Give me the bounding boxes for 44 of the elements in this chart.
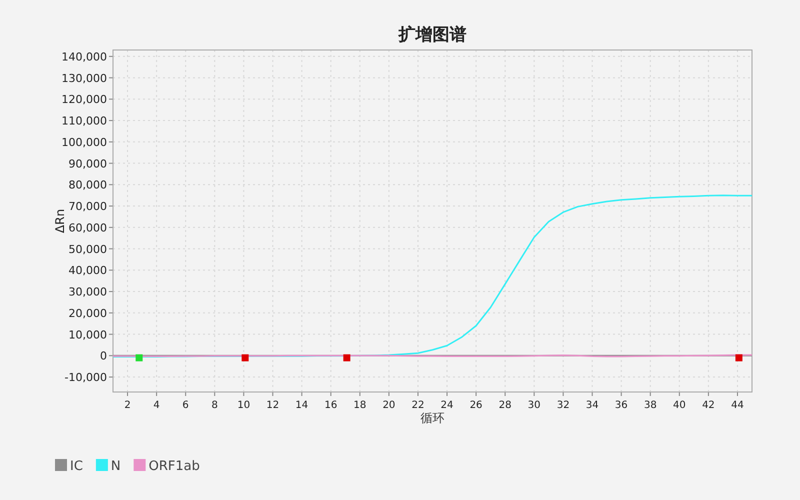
x-tick-label: 34 xyxy=(586,400,599,411)
y-tick-label: 80,000 xyxy=(68,178,107,192)
y-tick-label: 0 xyxy=(100,350,107,363)
x-tick-label: 6 xyxy=(182,400,189,411)
x-tick-label: 32 xyxy=(556,400,570,411)
y-tick-label: -10,000 xyxy=(64,371,107,384)
y-tick-label: 120,000 xyxy=(62,93,107,106)
x-tick-label: 42 xyxy=(702,400,715,411)
x-tick-label: 36 xyxy=(614,400,628,411)
x-tick-label: 18 xyxy=(354,400,366,411)
x-tick-label: 22 xyxy=(412,400,424,411)
y-tick-label: 140,000 xyxy=(62,50,107,64)
x-tick-label: 28 xyxy=(498,400,512,411)
x-tick-label: 24 xyxy=(440,400,454,411)
y-tick-label: 100,000 xyxy=(62,136,107,149)
x-tick-label: 10 xyxy=(237,400,250,411)
y-tick-label: 30,000 xyxy=(68,286,107,299)
y-tick-label: 130,000 xyxy=(62,72,107,85)
chart-title: 扩增图谱 xyxy=(398,25,466,45)
x-tick-label: 20 xyxy=(382,400,396,411)
x-tick-label: 38 xyxy=(644,400,657,411)
y-tick-label: 10,000 xyxy=(68,328,107,342)
y-tick-label: 60,000 xyxy=(68,221,107,234)
y-tick-label: 110,000 xyxy=(62,114,107,128)
x-tick-label: 44 xyxy=(731,400,744,411)
x-tick-label: 40 xyxy=(673,400,686,411)
x-tick-label: 4 xyxy=(153,400,160,411)
x-tick-label: 12 xyxy=(266,400,280,411)
legend-label: N xyxy=(110,459,121,474)
x-tick-label: 8 xyxy=(211,400,218,411)
y-tick-label: 50,000 xyxy=(68,242,107,256)
x-tick-label: 30 xyxy=(528,400,541,411)
y-tick-label: 90,000 xyxy=(68,157,107,170)
x-tick-label: 26 xyxy=(470,400,482,411)
y-axis-title: ΔRn xyxy=(53,208,67,234)
x-tick-label: 2 xyxy=(124,400,131,411)
x-axis-title: 循环 xyxy=(420,411,444,425)
legend-label: IC xyxy=(70,459,83,474)
y-tick-label: 70,000 xyxy=(68,200,107,214)
x-tick-label: 14 xyxy=(295,400,308,411)
x-tick-label: 16 xyxy=(324,400,338,411)
y-tick-label: 20,000 xyxy=(68,306,107,320)
legend-label: ORF1ab xyxy=(148,459,200,474)
y-tick-label: 40,000 xyxy=(68,264,107,278)
